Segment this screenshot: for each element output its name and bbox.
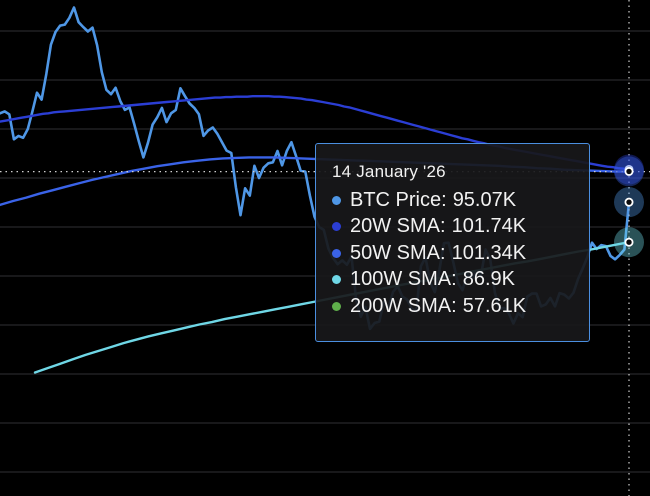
tooltip-date: 14 January '26 [332,162,446,181]
legend-dot-icon [332,248,341,258]
tooltip-series-value: 86.9K [462,268,515,291]
tooltip-series-value: 101.74K [451,215,527,238]
tooltip-series-label: 50W SMA [350,241,441,264]
tooltip-series-label: 200W SMA [350,294,452,317]
hover-point [624,166,634,176]
tooltip-series-label: BTC Price [350,188,442,211]
legend-dot-icon [332,301,341,311]
tooltip-series-value: 57.61K [462,294,527,317]
tooltip-row: 50W SMA:101.34K [332,240,589,267]
hover-markers [614,154,644,258]
tooltip-row: 20W SMA:101.74K [332,214,589,241]
tooltip-rows: BTC Price:95.07K 20W SMA:101.74K 50W SMA:1… [332,187,589,320]
tooltip-series-value: 101.34K [451,241,527,264]
legend-dot-icon [332,222,341,232]
tooltip-series-label: 20W SMA [350,215,441,238]
chart-tooltip: 14 January '26 BTC Price:95.07K 20W SMA:1… [315,143,590,342]
legend-dot-icon [332,195,341,205]
tooltip-row: 200W SMA:57.61K [332,293,589,320]
tooltip-series-label: 100W SMA [350,268,452,291]
tooltip-series-value: 95.07K [452,188,517,211]
tooltip-row: BTC Price:95.07K [332,187,589,214]
hover-point [624,197,634,207]
legend-dot-icon [332,275,341,285]
tooltip-row: 100W SMA:86.9K [332,267,589,294]
hover-point [624,237,634,247]
